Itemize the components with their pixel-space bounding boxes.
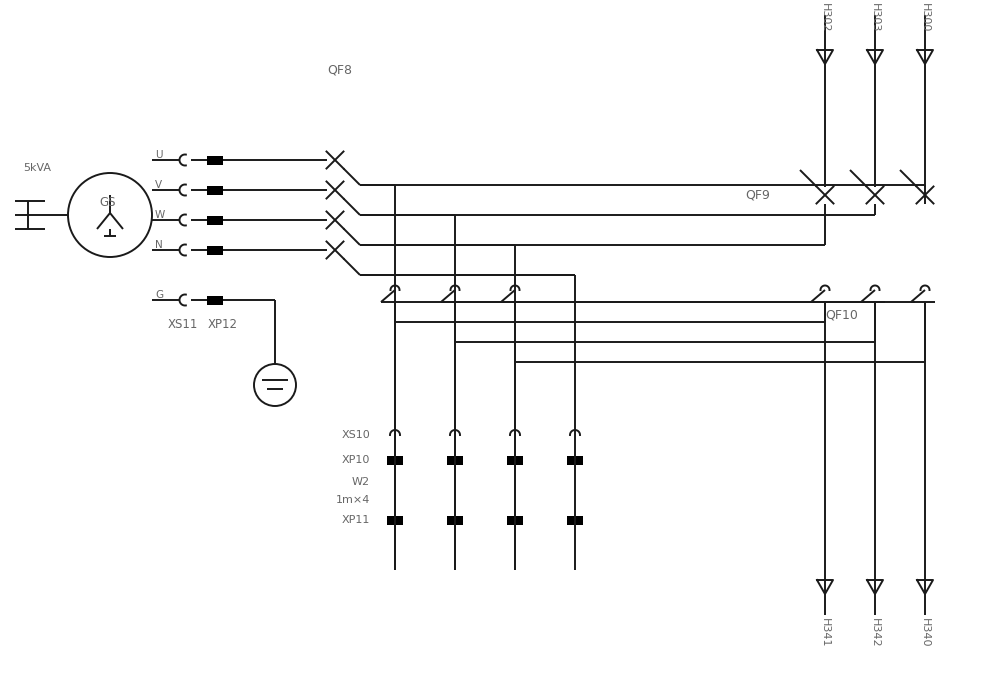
Text: XS10: XS10 <box>341 430 370 440</box>
Text: QF9: QF9 <box>745 188 770 202</box>
Text: XP11: XP11 <box>342 515 370 525</box>
Bar <box>207 296 223 304</box>
Text: XP10: XP10 <box>342 455 370 465</box>
Text: U: U <box>155 150 162 160</box>
Text: H300: H300 <box>920 3 930 32</box>
Text: 5kVA: 5kVA <box>23 163 51 173</box>
Text: H340: H340 <box>920 618 930 647</box>
Bar <box>567 516 583 524</box>
Bar <box>207 246 223 254</box>
Bar <box>207 186 223 194</box>
Bar <box>567 456 583 464</box>
Text: GS: GS <box>99 196 116 209</box>
Text: N: N <box>155 240 163 250</box>
Text: QF8: QF8 <box>328 63 352 76</box>
Text: XP12: XP12 <box>208 319 238 331</box>
Text: 1m×4: 1m×4 <box>336 495 370 505</box>
Bar <box>387 516 403 524</box>
Text: H302: H302 <box>820 3 830 32</box>
Bar <box>447 456 463 464</box>
Text: H342: H342 <box>870 618 880 647</box>
Text: W: W <box>155 210 165 220</box>
Bar <box>387 456 403 464</box>
Bar <box>447 516 463 524</box>
Text: G: G <box>155 290 163 300</box>
Text: XS11: XS11 <box>168 319 198 331</box>
Text: W2: W2 <box>352 477 370 487</box>
Bar <box>507 456 523 464</box>
Text: V: V <box>155 180 162 190</box>
Text: H303: H303 <box>870 3 880 32</box>
Bar <box>507 516 523 524</box>
Bar <box>207 215 223 225</box>
Bar <box>207 155 223 165</box>
Text: H341: H341 <box>820 618 830 647</box>
Text: QF10: QF10 <box>825 308 858 321</box>
